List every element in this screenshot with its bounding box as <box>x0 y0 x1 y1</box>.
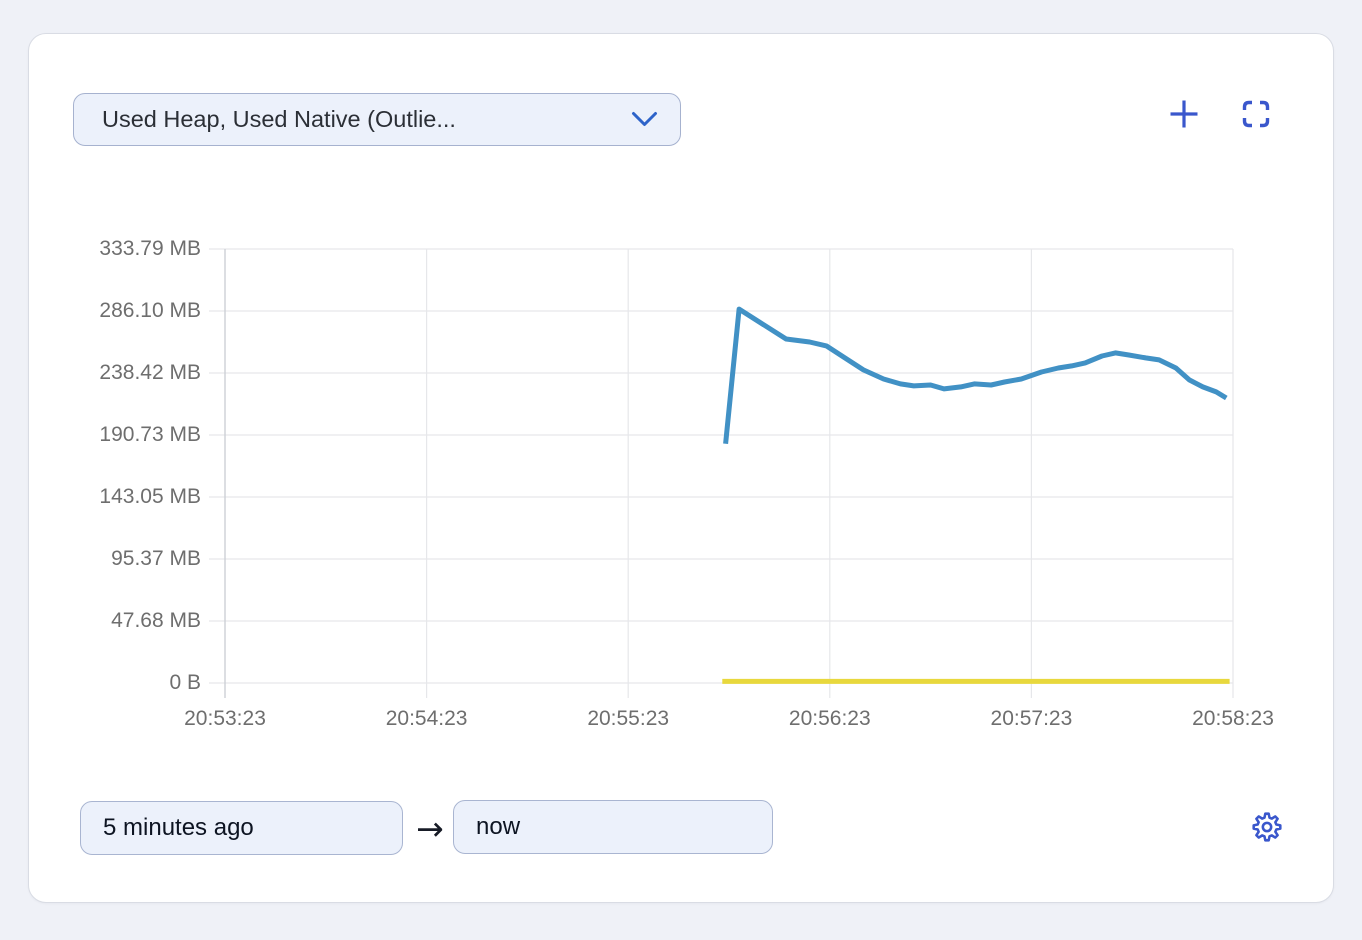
add-metric-button[interactable] <box>1167 97 1201 131</box>
metric-selector-value: Used Heap, Used Native (Outlie... <box>102 106 456 132</box>
x-tick-label: 20:56:23 <box>788 707 871 730</box>
chevron-down-icon <box>632 112 657 126</box>
arrow-right-icon: → <box>416 808 444 848</box>
x-tick-label: 20:55:23 <box>587 707 670 730</box>
metric-panel-card: Used Heap, Used Native (Outlie... 333.79… <box>28 33 1334 903</box>
metric-selector-dropdown[interactable]: Used Heap, Used Native (Outlie... <box>73 93 681 146</box>
time-range-from-input[interactable] <box>80 801 403 855</box>
y-tick-label: 238.42 MB <box>99 361 201 384</box>
y-tick-label: 286.10 MB <box>99 299 201 322</box>
x-tick-label: 20:54:23 <box>385 707 468 730</box>
gear-icon <box>1252 812 1282 842</box>
time-range-to-input[interactable] <box>453 800 773 854</box>
plus-icon <box>1170 100 1198 128</box>
settings-button[interactable] <box>1250 810 1284 844</box>
x-tick-label: 20:57:23 <box>990 707 1073 730</box>
x-tick-label: 20:58:23 <box>1192 707 1274 730</box>
y-tick-label: 143.05 MB <box>99 485 201 508</box>
fullscreen-brackets-icon <box>1242 100 1270 128</box>
fullscreen-button[interactable] <box>1239 97 1273 131</box>
y-tick-label: 190.73 MB <box>99 423 201 446</box>
memory-usage-line-chart <box>209 248 1234 698</box>
y-tick-label: 95.37 MB <box>111 547 201 570</box>
x-tick-label: 20:53:23 <box>184 707 266 730</box>
y-tick-label: 333.79 MB <box>99 237 201 260</box>
y-tick-label: 0 B <box>169 671 201 694</box>
y-tick-label: 47.68 MB <box>111 609 201 632</box>
